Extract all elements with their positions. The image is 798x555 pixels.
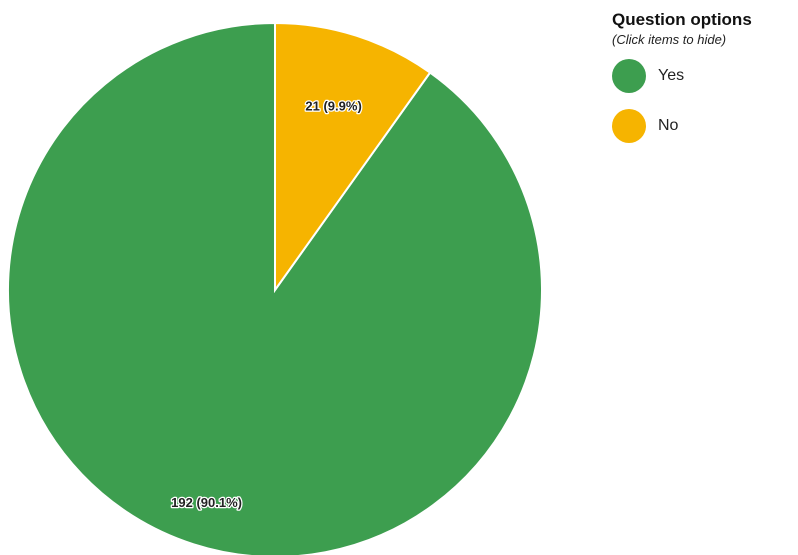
legend-label-no: No: [658, 117, 679, 134]
pie-slice-no[interactable]: [274, 21, 432, 294]
data-label-no: 21 (9.9%): [305, 98, 361, 113]
legend-swatch-yes: [612, 59, 646, 93]
legend-item-no[interactable]: No: [612, 109, 798, 143]
legend-item-yes[interactable]: Yes: [612, 59, 798, 93]
legend-title: Question options: [612, 10, 752, 29]
legend-swatch-no: [612, 109, 646, 143]
pie-slices: [7, 21, 543, 555]
legend-label-yes: Yes: [658, 67, 685, 84]
pie-data-labels: 192 (90.1%) 21 (9.9%): [170, 97, 363, 511]
pie-chart: 192 (90.1%) 21 (9.9%): [7, 21, 543, 555]
legend-hint: (Click items to hide): [612, 32, 727, 47]
legend-items: Yes No: [612, 59, 798, 143]
legend: Question options (Click items to hide) Y…: [612, 10, 798, 159]
data-label-yes: 192 (90.1%): [171, 495, 242, 510]
